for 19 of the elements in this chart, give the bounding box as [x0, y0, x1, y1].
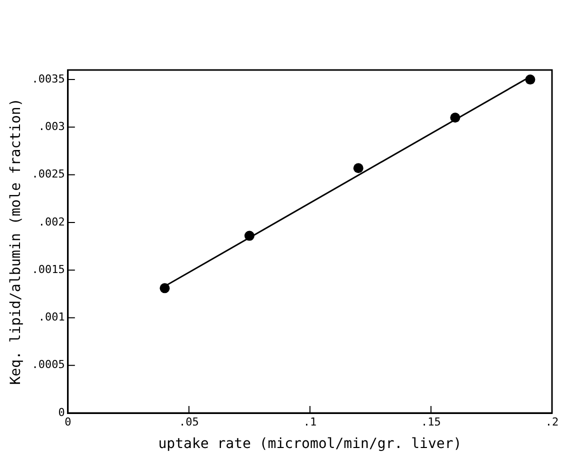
y-tick-label: .0005 [32, 358, 65, 372]
y-tick-label: .003 [38, 120, 65, 134]
y-tick-label: .002 [38, 215, 65, 228]
x-tick-label: .1 [303, 415, 317, 428]
x-tick-label: .05 [178, 415, 199, 428]
y-tick-label: .0015 [32, 262, 65, 276]
point [450, 112, 460, 123]
point [525, 74, 536, 85]
x-tick-label: .15 [421, 415, 441, 428]
y-axis-title: Keq. lipid/albumin (mole fraction) [8, 98, 24, 385]
y-tick-label: .0025 [32, 168, 65, 181]
x-tick-label: .2 [545, 415, 559, 428]
y-tick-label: .0035 [32, 72, 65, 86]
x-axis-title: uptake rate (micromol/min/gr. liver) [158, 436, 462, 452]
point [353, 163, 364, 174]
point [244, 230, 254, 241]
point [160, 283, 170, 294]
y-tick-label: .001 [38, 310, 65, 324]
y-tick-label: 0 [58, 406, 65, 419]
